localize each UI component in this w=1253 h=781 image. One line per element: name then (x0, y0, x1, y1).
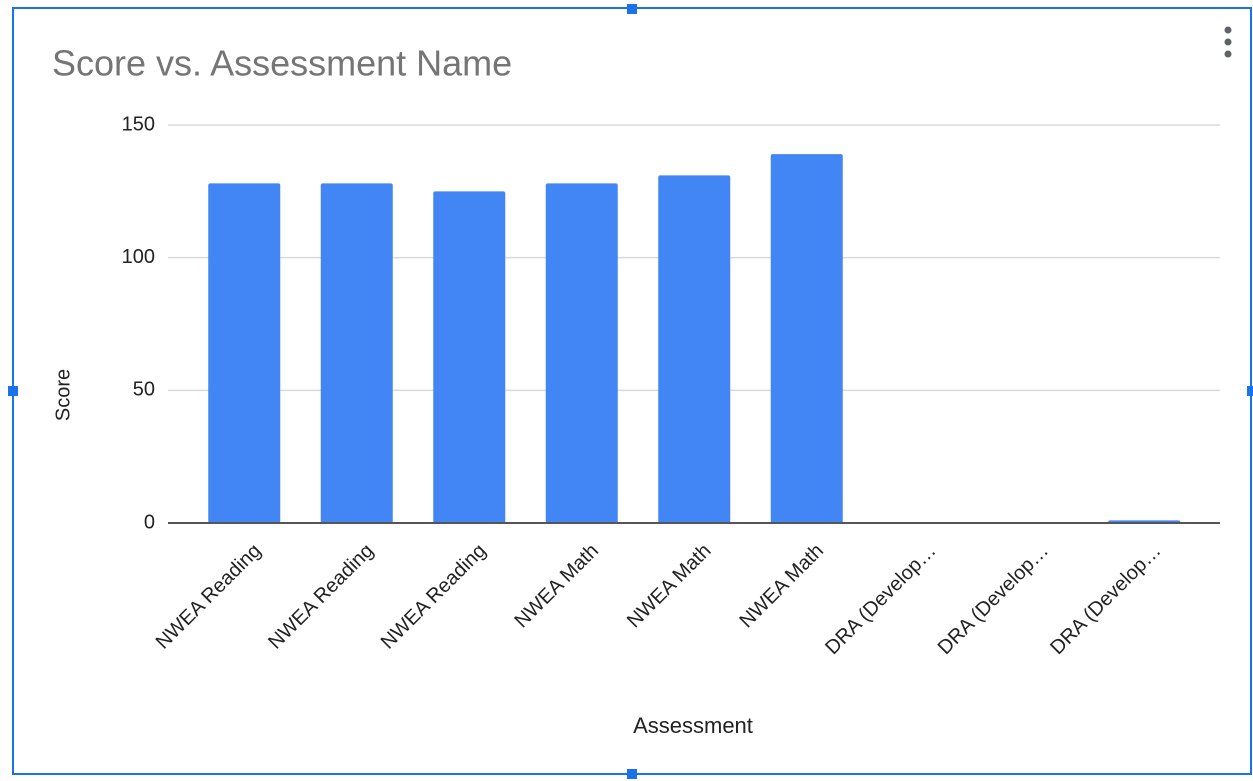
chart-title: Score vs. Assessment Name (52, 43, 512, 84)
bar (658, 175, 731, 523)
x-tick-label: NWEA Math (510, 540, 603, 633)
x-tick-label: NWEA Math (623, 540, 716, 633)
resize-handle[interactable] (8, 386, 18, 396)
x-tick-label: DRA (Develop… (1046, 540, 1165, 659)
bar (208, 183, 281, 523)
x-tick-label: DRA (Develop… (821, 540, 940, 659)
resize-handle[interactable] (627, 4, 637, 14)
x-tick-label: NWEA Reading (264, 540, 378, 654)
bar (770, 154, 843, 524)
resize-handle[interactable] (627, 769, 637, 779)
bar (433, 191, 506, 524)
menu-icon[interactable] (1224, 26, 1232, 58)
y-tick-label: 0 (144, 511, 155, 533)
bar (545, 183, 618, 523)
x-tick-label: NWEA Math (735, 540, 828, 633)
y-tick-label: 150 (122, 113, 155, 135)
y-tick-label: 50 (133, 379, 155, 401)
x-tick-label: DRA (Develop… (934, 540, 1053, 659)
bar (320, 183, 393, 523)
x-tick-label: NWEA Reading (152, 540, 266, 654)
y-tick-label: 100 (122, 246, 155, 268)
x-tick-label: NWEA Reading (377, 540, 491, 654)
x-axis-label: Assessment (633, 713, 753, 738)
resize-handle[interactable] (1247, 386, 1253, 396)
y-axis-label: Score (52, 369, 74, 421)
